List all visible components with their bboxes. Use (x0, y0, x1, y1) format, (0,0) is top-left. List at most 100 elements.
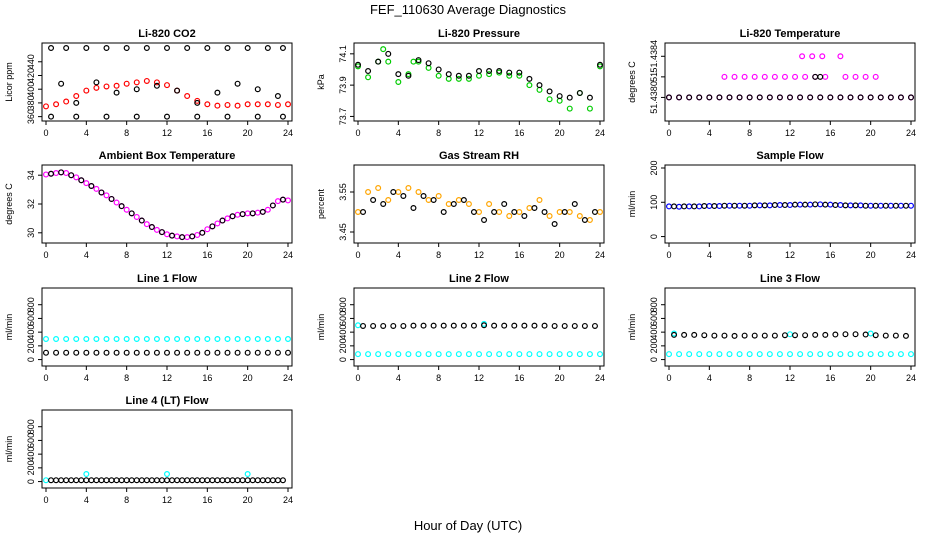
data-point (691, 203, 698, 210)
data-point (164, 349, 171, 356)
data-point (681, 203, 688, 210)
data-point (877, 202, 884, 209)
data-point (395, 351, 402, 358)
data-point (465, 351, 472, 358)
data-point (751, 73, 758, 80)
data-point (591, 322, 598, 329)
data-point (711, 203, 718, 210)
data-point (435, 72, 442, 79)
data-point (807, 351, 814, 358)
data-point (128, 477, 135, 484)
x-tick-label: 8 (747, 373, 752, 383)
data-point (63, 349, 70, 356)
data-point (556, 351, 563, 358)
data-point (113, 199, 120, 206)
data-point (842, 202, 849, 209)
data-point (53, 101, 60, 108)
data-point (531, 322, 538, 329)
data-point (546, 96, 553, 103)
data-point (425, 351, 432, 358)
data-point (797, 201, 804, 208)
data-point (385, 58, 392, 65)
data-point (133, 336, 140, 343)
data-point (234, 102, 241, 109)
data-point (440, 322, 447, 329)
data-point (83, 349, 90, 356)
data-point (897, 202, 904, 209)
data-point (902, 202, 909, 209)
series-black-2 (360, 322, 598, 329)
data-point (385, 197, 392, 204)
data-point (455, 75, 462, 82)
data-point (68, 172, 75, 179)
y-tick-label: 200 (338, 338, 348, 353)
data-point (536, 351, 543, 358)
y-axis-label: ml/min (627, 191, 637, 218)
data-point (746, 94, 753, 101)
data-point (73, 174, 80, 181)
data-point (741, 202, 748, 209)
data-point (58, 80, 65, 87)
data-point (476, 209, 483, 216)
x-tick-label: 8 (124, 250, 129, 260)
data-point (229, 477, 236, 484)
data-point (194, 97, 201, 104)
series-black-2 (671, 331, 909, 339)
x-tick-label: 12 (785, 128, 795, 138)
data-point (355, 61, 362, 68)
data-point (380, 46, 387, 53)
data-point (360, 209, 367, 216)
data-point (244, 101, 251, 108)
x-tick-label: 20 (243, 373, 253, 383)
data-point (274, 336, 281, 343)
x-tick-label: 16 (514, 128, 524, 138)
x-tick-label: 24 (906, 250, 916, 260)
data-point (882, 202, 889, 209)
data-point (158, 477, 165, 484)
y-axis-label: Licor ppm (4, 62, 14, 102)
data-point (867, 351, 874, 358)
panel-gas-stream-rh: Gas Stream RH percent 0 4 8 12 16 20 24 3.45 3.55 (316, 150, 605, 260)
data-point (219, 477, 226, 484)
data-point (450, 201, 457, 208)
x-tick-label: 4 (396, 128, 401, 138)
y-tick-label: 800 (649, 297, 659, 312)
data-point (48, 170, 55, 177)
data-point (887, 94, 894, 101)
data-point (143, 349, 150, 356)
panel-title: Line 4 (LT) Flow (126, 395, 209, 407)
data-point (113, 89, 120, 96)
x-tick-label: 8 (124, 128, 129, 138)
data-point (365, 68, 372, 75)
data-point (721, 202, 728, 209)
data-point (224, 336, 231, 343)
data-point (380, 322, 387, 329)
data-point (410, 322, 417, 329)
data-point (862, 202, 869, 209)
data-point (819, 53, 826, 60)
data-point (460, 197, 467, 204)
data-point (133, 477, 140, 484)
series-black-1 (360, 189, 598, 228)
data-point (285, 101, 292, 108)
data-point (455, 197, 462, 204)
y-tick-label: 360 (26, 109, 36, 124)
data-point (736, 202, 743, 209)
data-point (224, 45, 231, 52)
data-point (681, 331, 688, 338)
data-point (63, 45, 70, 52)
data-point (214, 220, 221, 227)
data-point (78, 177, 85, 184)
data-point (169, 477, 176, 484)
data-point (53, 336, 60, 343)
series-black-4 (812, 73, 824, 80)
data-point (229, 213, 236, 220)
data-point (566, 209, 573, 216)
y-tick-label: 600 (338, 311, 348, 326)
data-point (194, 113, 201, 120)
series-black-2 (58, 79, 281, 106)
data-point (872, 202, 879, 209)
data-point (506, 72, 513, 79)
y-tick-label: 800 (26, 297, 36, 312)
